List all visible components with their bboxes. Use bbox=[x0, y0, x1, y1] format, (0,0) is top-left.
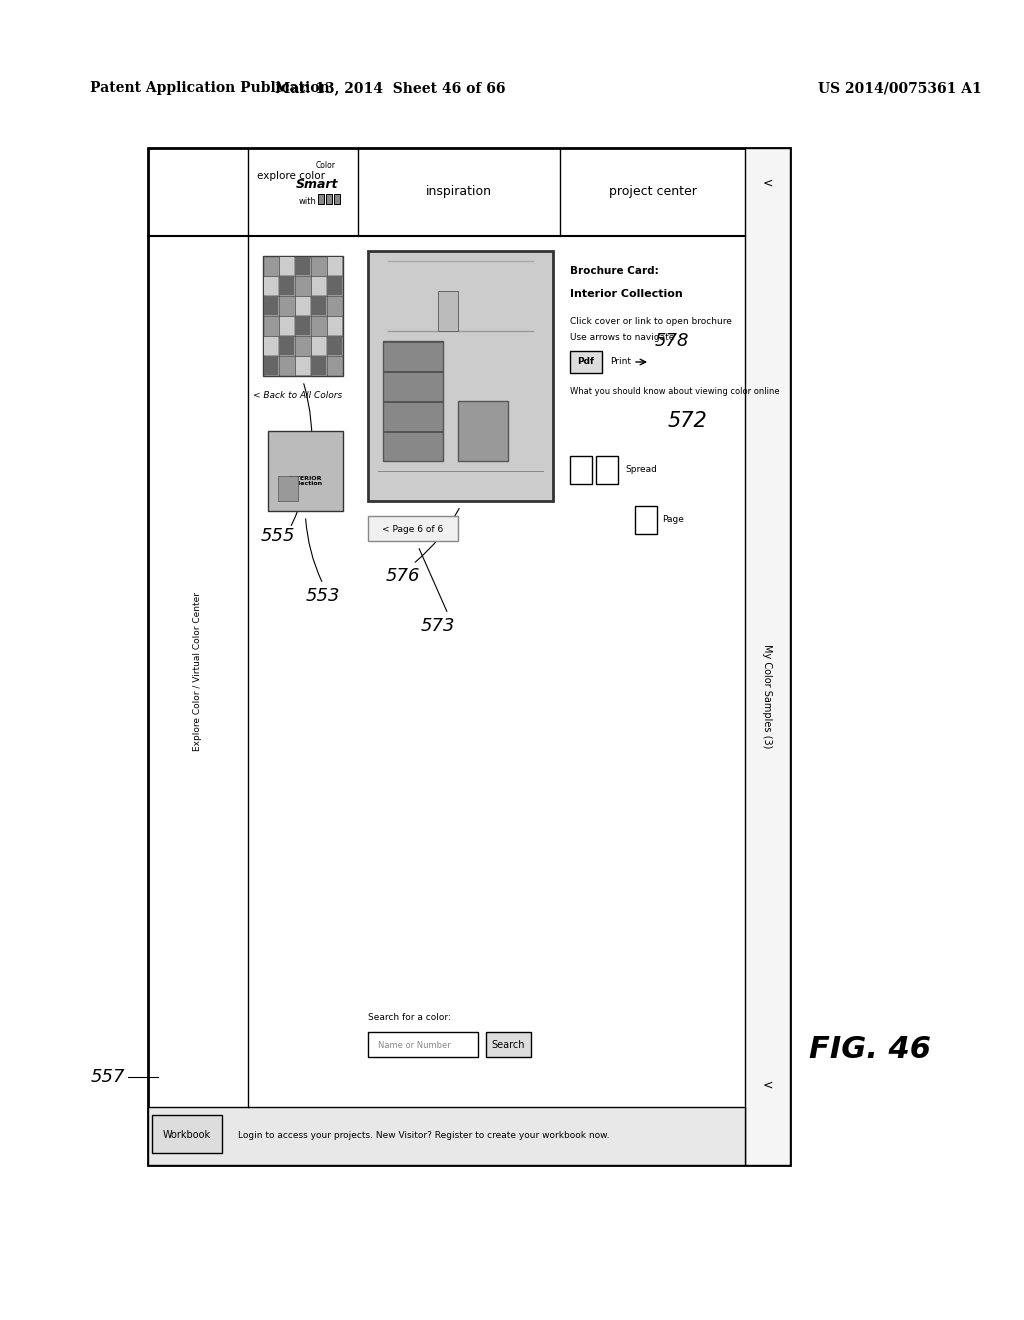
Text: Patent Application Publication: Patent Application Publication bbox=[90, 81, 330, 95]
Bar bbox=[278, 477, 298, 502]
Text: Spread: Spread bbox=[625, 466, 656, 474]
Bar bbox=[263, 256, 343, 376]
Bar bbox=[635, 506, 657, 535]
Bar bbox=[296, 297, 310, 315]
Text: project center: project center bbox=[608, 186, 696, 198]
Text: 553: 553 bbox=[306, 587, 340, 605]
Bar bbox=[328, 257, 342, 275]
Bar bbox=[570, 455, 592, 484]
Bar bbox=[328, 337, 342, 355]
Bar bbox=[296, 317, 310, 335]
Text: <: < bbox=[762, 177, 773, 190]
Bar bbox=[296, 356, 310, 375]
Bar bbox=[570, 351, 602, 374]
Text: Mar. 13, 2014  Sheet 46 of 66: Mar. 13, 2014 Sheet 46 of 66 bbox=[274, 81, 505, 95]
Bar bbox=[745, 148, 790, 1166]
Text: Interior Collection: Interior Collection bbox=[570, 289, 683, 300]
Bar bbox=[148, 148, 790, 1166]
Bar bbox=[280, 277, 294, 294]
Bar bbox=[318, 194, 324, 205]
Bar bbox=[264, 297, 278, 315]
Bar bbox=[383, 432, 443, 433]
Bar bbox=[268, 432, 343, 511]
Bar bbox=[328, 317, 342, 335]
Bar bbox=[152, 1115, 222, 1152]
Bar bbox=[486, 1032, 531, 1057]
Text: 557: 557 bbox=[91, 1068, 125, 1086]
Text: 555: 555 bbox=[261, 527, 295, 545]
Bar bbox=[264, 356, 278, 375]
Bar bbox=[368, 251, 553, 502]
Text: INTERIOR
collection: INTERIOR collection bbox=[289, 475, 323, 486]
Text: 573: 573 bbox=[421, 616, 456, 635]
Text: < Back to All Colors: < Back to All Colors bbox=[253, 392, 342, 400]
Bar bbox=[312, 356, 326, 375]
Bar bbox=[264, 337, 278, 355]
Bar bbox=[312, 337, 326, 355]
Bar bbox=[368, 516, 458, 541]
Bar bbox=[383, 401, 443, 403]
Text: Brochure Card:: Brochure Card: bbox=[570, 267, 658, 276]
Bar bbox=[383, 341, 443, 343]
Bar bbox=[458, 401, 508, 461]
Text: US 2014/0075361 A1: US 2014/0075361 A1 bbox=[818, 81, 982, 95]
Text: Color: Color bbox=[316, 161, 336, 170]
Text: Click cover or link to open brochure: Click cover or link to open brochure bbox=[570, 317, 732, 326]
Text: <: < bbox=[762, 1078, 773, 1092]
Text: Page: Page bbox=[662, 516, 684, 524]
Bar bbox=[280, 337, 294, 355]
Bar bbox=[383, 371, 443, 374]
Bar bbox=[280, 317, 294, 335]
Text: Name or Number: Name or Number bbox=[378, 1040, 451, 1049]
Bar bbox=[264, 277, 278, 294]
Text: 572: 572 bbox=[668, 411, 708, 432]
Bar bbox=[296, 257, 310, 275]
Text: My Color Samples (3): My Color Samples (3) bbox=[763, 644, 772, 748]
Bar bbox=[312, 277, 326, 294]
Text: Smart: Smart bbox=[296, 177, 338, 190]
Text: with: with bbox=[299, 198, 317, 206]
Text: FIG. 46: FIG. 46 bbox=[809, 1035, 931, 1064]
Text: 578: 578 bbox=[655, 333, 689, 350]
Text: Pdf: Pdf bbox=[578, 358, 595, 367]
Text: < Page 6 of 6: < Page 6 of 6 bbox=[382, 524, 443, 533]
Bar bbox=[148, 1107, 745, 1166]
Text: explore color: explore color bbox=[257, 172, 325, 181]
Bar bbox=[438, 290, 458, 331]
Bar bbox=[368, 1032, 478, 1057]
Text: What you should know about viewing color online: What you should know about viewing color… bbox=[570, 387, 779, 396]
Bar bbox=[312, 297, 326, 315]
Bar bbox=[383, 341, 443, 461]
Text: 576: 576 bbox=[386, 568, 420, 585]
Text: Workbook: Workbook bbox=[163, 1130, 211, 1140]
Bar bbox=[328, 277, 342, 294]
Bar bbox=[596, 455, 618, 484]
Text: inspiration: inspiration bbox=[426, 186, 492, 198]
Bar bbox=[280, 257, 294, 275]
Text: Search: Search bbox=[492, 1040, 524, 1049]
Text: Search for a color:: Search for a color: bbox=[368, 1012, 451, 1022]
Text: Use arrows to navigate: Use arrows to navigate bbox=[570, 334, 675, 342]
Text: Explore Color / Virtual Color Center: Explore Color / Virtual Color Center bbox=[194, 591, 203, 751]
Text: Print: Print bbox=[610, 358, 631, 367]
Text: Login to access your projects. New Visitor? Register to create your workbook now: Login to access your projects. New Visit… bbox=[238, 1130, 609, 1139]
Bar bbox=[334, 194, 340, 205]
Bar bbox=[326, 194, 332, 205]
